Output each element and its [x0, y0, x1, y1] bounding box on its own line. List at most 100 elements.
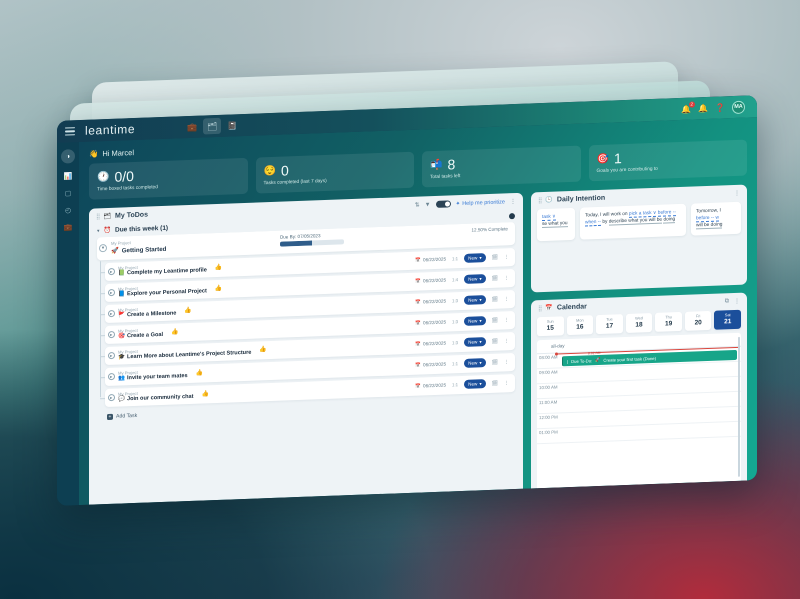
status-label: New: [468, 255, 478, 262]
task-status-icon[interactable]: ▸: [107, 393, 115, 402]
expand-icon[interactable]: ⧉: [724, 298, 729, 305]
calendar-icon[interactable]: 🗓: [491, 338, 498, 345]
alerts-bell-icon[interactable]: 🔔: [698, 103, 709, 113]
slot-time: 01:00 PM: [539, 429, 558, 436]
task-count: 1:3: [452, 319, 459, 325]
calendar-icon[interactable]: 🗓: [491, 359, 498, 366]
task-status-icon[interactable]: ▸: [107, 309, 115, 318]
task-status-icon[interactable]: ▸: [107, 267, 115, 276]
calendar-day-fri[interactable]: Fri 20: [684, 310, 712, 331]
todo-list[interactable]: ▾ My Project 🚀 Getting Started Due: [89, 222, 523, 505]
status-badge[interactable]: New ▾: [464, 358, 486, 369]
intention-tomorrow-link[interactable]: before -- w: [696, 215, 719, 223]
drag-handle-icon[interactable]: ⣿: [538, 306, 542, 313]
status-label: New: [468, 318, 478, 325]
task-title-row: 👥 Invite your team mates: [118, 373, 188, 383]
calendar-scrollbar[interactable]: [738, 336, 740, 477]
sort-icon[interactable]: ⇅: [414, 202, 420, 209]
status-label: New: [468, 360, 478, 367]
intention-pick-task-link[interactable]: pick a task ∨: [628, 210, 657, 218]
calendar-icon[interactable]: 🗓: [491, 317, 498, 324]
kebab-menu-icon[interactable]: ⋮: [504, 296, 509, 303]
intention-before-link[interactable]: before: [657, 210, 672, 217]
kebab-menu-icon[interactable]: ⋮: [504, 380, 509, 387]
intention-card-today[interactable]: Today, I will work on pick a task ∨ befo…: [580, 203, 686, 240]
task-status-icon[interactable]: ▸: [107, 372, 115, 381]
kebab-menu-icon[interactable]: ⋮: [504, 254, 509, 261]
calendar-icon[interactable]: 🗓: [491, 254, 498, 261]
book-icon[interactable]: 📓: [227, 120, 238, 131]
menu-icon[interactable]: [65, 126, 75, 137]
intention-describe-text-2[interactable]: doing: [663, 217, 676, 224]
thumbs-up-icon[interactable]: 👍: [214, 286, 223, 293]
task-date-value: 06/22/2025: [423, 299, 447, 305]
app-logo[interactable]: leantime: [85, 121, 136, 138]
notifications-bell-icon[interactable]: 🔔 2: [681, 100, 696, 113]
filter-icon[interactable]: ▼: [424, 201, 431, 208]
task-status-icon[interactable]: ▸: [107, 288, 115, 297]
intention-card-tomorrow[interactable]: Tomorrow, I before -- w will be doing: [691, 201, 741, 236]
sidebar-item-dashboard[interactable]: ◑: [61, 149, 75, 164]
kebab-menu-icon[interactable]: ⋮: [734, 190, 740, 198]
projects-icon[interactable]: 🗂: [203, 117, 222, 135]
prioritize-label: Help me prioritize: [462, 198, 505, 207]
thumbs-up-icon[interactable]: 👍: [214, 265, 223, 272]
status-badge[interactable]: New ▾: [464, 253, 486, 264]
intention-prev-link[interactable]: task ∨: [542, 214, 556, 222]
status-badge[interactable]: New ▾: [464, 316, 486, 327]
status-badge[interactable]: New ▾: [464, 295, 486, 306]
kebab-menu-icon[interactable]: ⋮: [504, 275, 509, 282]
task-status-icon[interactable]: ▸: [107, 330, 115, 339]
drag-handle-icon[interactable]: ⣿: [96, 214, 100, 221]
status-badge[interactable]: New ▾: [464, 337, 486, 348]
calendar-small-icon: 📅: [415, 278, 422, 284]
kebab-menu-icon[interactable]: ⋮: [504, 317, 509, 324]
task-title: Create a Milestone: [126, 310, 177, 319]
group-action-dot[interactable]: [509, 212, 515, 219]
task-date-value: 06/22/2025: [423, 340, 447, 347]
magic-wand-icon: ✦: [455, 200, 461, 207]
calendar-day-tue[interactable]: Tue 17: [596, 314, 623, 335]
intention-card-previous[interactable]: task ∨ se what you: [537, 207, 575, 241]
calendar-day-sun[interactable]: Sun 15: [537, 316, 564, 337]
calendar-day-thu[interactable]: Thu 19: [655, 311, 682, 332]
briefcase-icon[interactable]: 💼: [187, 122, 198, 132]
kebab-menu-icon[interactable]: ⋮: [510, 199, 516, 206]
sidebar: ◑ 📊 ▢ ◴ 💼: [57, 142, 79, 506]
prioritize-toggle[interactable]: [435, 200, 451, 208]
sidebar-item-boards[interactable]: ▢: [64, 190, 72, 198]
thumbs-up-icon[interactable]: 👍: [259, 347, 267, 354]
avatar[interactable]: MA: [732, 100, 745, 114]
calendar-day-sat-selected[interactable]: Sat 21: [714, 309, 742, 330]
calendar-icon[interactable]: 🗓: [491, 296, 498, 303]
chevron-down-icon[interactable]: ▾: [97, 227, 100, 234]
intention-describe-text[interactable]: describe what you will be: [608, 217, 663, 226]
sidebar-item-briefcase[interactable]: 💼: [63, 224, 73, 232]
calendar-day-mon[interactable]: Mon 16: [566, 315, 594, 336]
thumbs-up-icon[interactable]: 👍: [184, 308, 192, 315]
top-bar-icons: 💼 🗂 📓: [183, 117, 241, 135]
progress-bar: [279, 239, 344, 247]
slot-time: 09:00 AM: [539, 369, 558, 376]
thumbs-up-icon[interactable]: 👍: [195, 370, 204, 378]
expand-icon[interactable]: ▾: [99, 244, 107, 253]
task-status-icon[interactable]: ▸: [107, 351, 115, 360]
calendar-day-wed[interactable]: Wed 18: [625, 313, 653, 333]
help-me-prioritize-button[interactable]: ✦ Help me prioritize: [456, 199, 505, 207]
task-title: Explore your Personal Project: [126, 288, 207, 298]
thumbs-up-icon[interactable]: 👍: [171, 329, 179, 337]
sidebar-item-reports[interactable]: 📊: [63, 173, 73, 181]
kebab-menu-icon[interactable]: ⋮: [734, 298, 740, 306]
sidebar-item-time[interactable]: ◴: [64, 207, 72, 215]
help-icon[interactable]: ❓: [715, 102, 725, 113]
kebab-menu-icon[interactable]: ⋮: [504, 338, 509, 345]
drag-handle-icon[interactable]: ⣿: [538, 198, 542, 205]
calendar-icon[interactable]: 🗓: [491, 275, 498, 282]
calendar-grid[interactable]: all-day 08:00 AM 8:02 AM | Due To-Do: 🚀: [537, 332, 741, 489]
calendar-small-icon: 📅: [415, 362, 422, 368]
status-badge[interactable]: New ▾: [464, 274, 486, 285]
kebab-menu-icon[interactable]: ⋮: [504, 359, 509, 366]
thumbs-up-icon[interactable]: 👍: [201, 391, 209, 398]
calendar-icon[interactable]: 🗓: [491, 380, 498, 387]
status-badge[interactable]: New ▾: [464, 379, 486, 390]
